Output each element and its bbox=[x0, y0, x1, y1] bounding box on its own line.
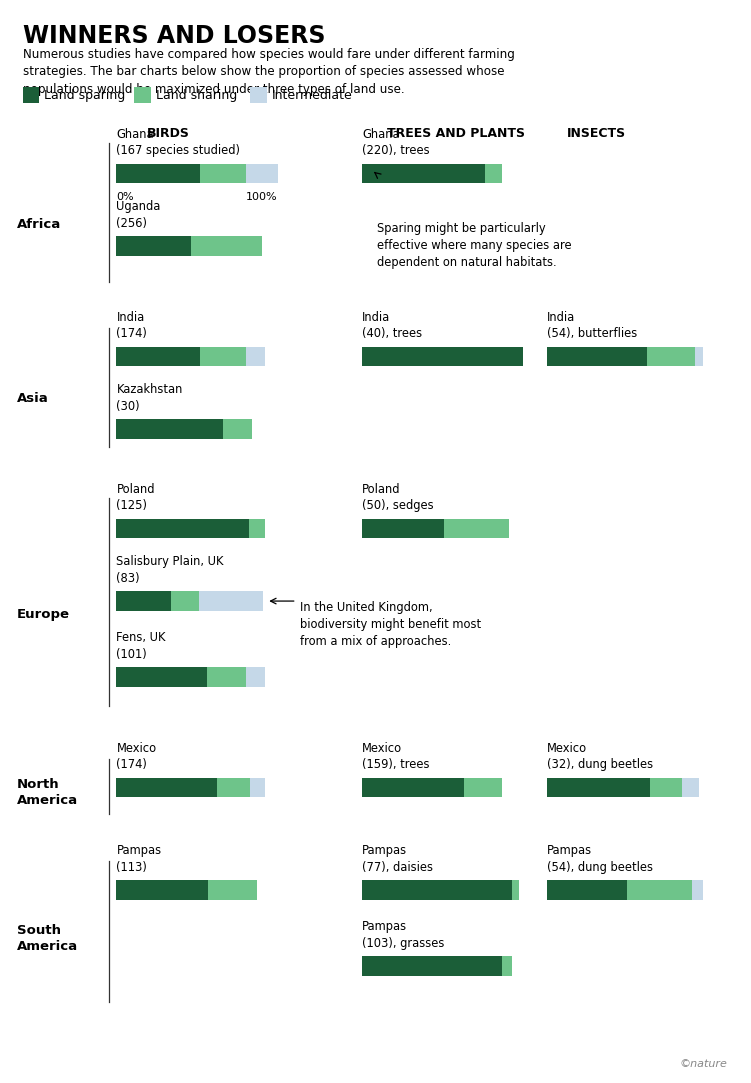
Bar bbox=[116, 419, 223, 439]
Text: Europe: Europe bbox=[17, 608, 70, 621]
Bar bbox=[502, 956, 512, 976]
Text: In the United Kingdom,
biodiversity might benefit most
from a mix of approaches.: In the United Kingdom, biodiversity migh… bbox=[300, 601, 481, 648]
Bar bbox=[116, 880, 209, 900]
Bar bbox=[207, 667, 246, 687]
Bar bbox=[692, 880, 704, 900]
Text: Numerous studies have compared how species would fare under different farming
st: Numerous studies have compared how speci… bbox=[23, 48, 514, 95]
Bar bbox=[209, 880, 257, 900]
Text: Salisbury Plain, UK
(83): Salisbury Plain, UK (83) bbox=[116, 556, 224, 585]
Text: INSECTS: INSECTS bbox=[567, 127, 626, 140]
Text: Pampas
(54), dung beetles: Pampas (54), dung beetles bbox=[547, 845, 653, 874]
Bar bbox=[116, 591, 171, 611]
Bar bbox=[484, 164, 502, 183]
Text: Uganda
(256): Uganda (256) bbox=[116, 200, 161, 230]
Bar bbox=[116, 778, 216, 797]
Text: Land sharing: Land sharing bbox=[156, 89, 237, 102]
Text: Mexico
(159), trees: Mexico (159), trees bbox=[362, 742, 430, 771]
Bar bbox=[246, 164, 278, 183]
Text: Africa: Africa bbox=[17, 218, 61, 231]
Bar bbox=[216, 778, 250, 797]
Bar bbox=[116, 519, 249, 538]
Bar bbox=[249, 519, 265, 538]
Text: Sparing might be particularly
effective where many species are
dependent on natu: Sparing might be particularly effective … bbox=[377, 222, 572, 269]
Bar bbox=[362, 880, 512, 900]
Bar bbox=[134, 87, 151, 103]
Text: TREES AND PLANTS: TREES AND PLANTS bbox=[387, 127, 525, 140]
Text: Pampas
(103), grasses: Pampas (103), grasses bbox=[362, 921, 445, 950]
Bar bbox=[695, 347, 704, 366]
Bar bbox=[201, 347, 246, 366]
Bar bbox=[647, 347, 695, 366]
Bar bbox=[191, 236, 262, 256]
Text: South
America: South America bbox=[17, 925, 77, 953]
Bar bbox=[362, 164, 484, 183]
Text: Pampas
(113): Pampas (113) bbox=[116, 845, 161, 874]
Bar bbox=[246, 667, 265, 687]
Bar bbox=[250, 87, 267, 103]
Text: Kazakhstan
(30): Kazakhstan (30) bbox=[116, 383, 182, 413]
Bar bbox=[116, 236, 191, 256]
Bar bbox=[547, 880, 628, 900]
Bar bbox=[116, 667, 207, 687]
Text: Poland
(125): Poland (125) bbox=[116, 483, 155, 512]
Bar bbox=[250, 778, 265, 797]
Text: Intermediate: Intermediate bbox=[272, 89, 353, 102]
Bar bbox=[362, 347, 523, 366]
Bar bbox=[23, 87, 39, 103]
Text: Ghana
(167 species studied): Ghana (167 species studied) bbox=[116, 128, 240, 157]
Text: India
(174): India (174) bbox=[116, 311, 147, 340]
Bar bbox=[547, 347, 647, 366]
Bar bbox=[512, 880, 519, 900]
Bar bbox=[547, 778, 650, 797]
Bar bbox=[223, 419, 252, 439]
Text: WINNERS AND LOSERS: WINNERS AND LOSERS bbox=[23, 24, 325, 48]
Text: Ghana
(220), trees: Ghana (220), trees bbox=[362, 128, 430, 157]
Bar bbox=[171, 591, 199, 611]
Bar bbox=[445, 519, 509, 538]
Bar bbox=[362, 956, 502, 976]
Text: Mexico
(174): Mexico (174) bbox=[116, 742, 156, 771]
Text: ©nature: ©nature bbox=[679, 1059, 727, 1069]
Bar bbox=[683, 778, 698, 797]
Bar bbox=[463, 778, 502, 797]
Bar bbox=[628, 880, 692, 900]
Bar bbox=[116, 347, 201, 366]
Text: Poland
(50), sedges: Poland (50), sedges bbox=[362, 483, 433, 512]
Text: Mexico
(32), dung beetles: Mexico (32), dung beetles bbox=[547, 742, 653, 771]
Text: 100%: 100% bbox=[246, 192, 278, 201]
Text: India
(40), trees: India (40), trees bbox=[362, 311, 422, 340]
Text: Asia: Asia bbox=[17, 392, 48, 405]
Bar bbox=[116, 164, 201, 183]
Bar bbox=[199, 591, 264, 611]
Bar bbox=[246, 347, 265, 366]
Text: Land sparing: Land sparing bbox=[44, 89, 125, 102]
Bar bbox=[650, 778, 683, 797]
Text: BIRDS: BIRDS bbox=[146, 127, 189, 140]
Text: India
(54), butterflies: India (54), butterflies bbox=[547, 311, 637, 340]
Bar bbox=[362, 519, 445, 538]
Bar bbox=[362, 778, 463, 797]
Text: 0%: 0% bbox=[116, 192, 134, 201]
Text: North
America: North America bbox=[17, 779, 77, 807]
Text: Pampas
(77), daisies: Pampas (77), daisies bbox=[362, 845, 433, 874]
Bar bbox=[201, 164, 246, 183]
Text: Fens, UK
(101): Fens, UK (101) bbox=[116, 631, 166, 661]
